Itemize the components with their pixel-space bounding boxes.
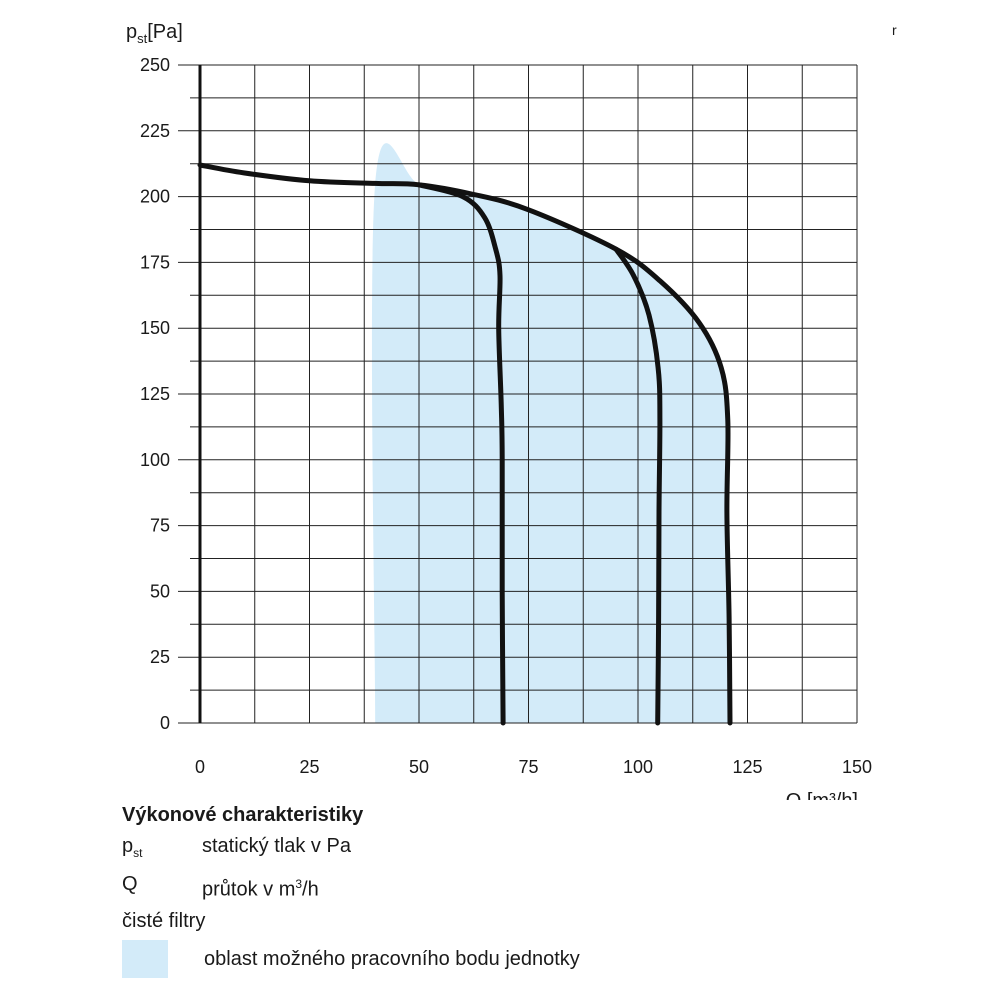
y-axis-symbol: p (126, 21, 137, 43)
y-tick-label: 75 (150, 516, 170, 536)
operating-region-fill (371, 143, 730, 724)
grid (178, 64, 858, 724)
x-tick-label: 75 (518, 757, 538, 777)
series-line-2 (416, 182, 506, 726)
x-tick-label: 150 (842, 757, 872, 777)
operating-region (371, 143, 730, 724)
legend: Výkonové charakteristiky pst statický tl… (122, 800, 982, 937)
y-tick-label: 100 (140, 450, 170, 470)
series-line-1 (197, 162, 733, 726)
legend-description: průtok v m3/h (202, 877, 319, 901)
y-axis-subscript: st (137, 31, 148, 46)
series-line-3 (613, 246, 663, 726)
y-tick-label: 175 (140, 252, 170, 272)
y-tick-label: 0 (160, 713, 170, 733)
performance-chart: 0 25 50 75 100 125 150 175 200 225 250 0 25 50 75 100 12… (126, 21, 872, 800)
y-tick-label: 125 (140, 384, 170, 404)
y-axis-title: pst[Pa] (126, 21, 183, 46)
y-axis-unit: [Pa] (147, 21, 183, 43)
legend-note: čisté filtry (122, 909, 206, 932)
legend-symbol: pst (122, 835, 143, 860)
x-tick-label: 0 (195, 757, 205, 777)
region-legend: oblast možného pracovního bodu jednotky (122, 940, 580, 978)
x-tick-label: 25 (299, 757, 319, 777)
legend-row-pressure: pst statický tlak v Pa (122, 831, 982, 869)
x-tick-label: 50 (409, 757, 429, 777)
y-tick-label: 250 (140, 55, 170, 75)
legend-description: statický tlak v Pa (202, 835, 351, 857)
region-legend-label: oblast možného pracovního bodu jednotky (204, 947, 580, 970)
y-tick-label: 225 (140, 121, 170, 141)
x-tick-label: 125 (732, 757, 762, 777)
tick-labels: 0 25 50 75 100 125 150 175 200 225 250 0 25 50 75 100 12… (140, 55, 872, 777)
y-tick-label: 25 (150, 647, 170, 667)
region-swatch (122, 940, 168, 978)
y-tick-label: 200 (140, 187, 170, 207)
x-axis-title: Q [m³/h] (786, 790, 858, 800)
x-tick-label: 100 (623, 757, 653, 777)
y-tick-label: 150 (140, 318, 170, 338)
legend-row-flow: Q průtok v m3/h (122, 869, 982, 906)
legend-title: Výkonové charakteristiky (122, 804, 364, 826)
y-tick-label: 50 (150, 581, 170, 601)
stray-mark: r (892, 22, 897, 38)
series-layer (197, 162, 733, 726)
legend-symbol: Q (122, 873, 138, 895)
